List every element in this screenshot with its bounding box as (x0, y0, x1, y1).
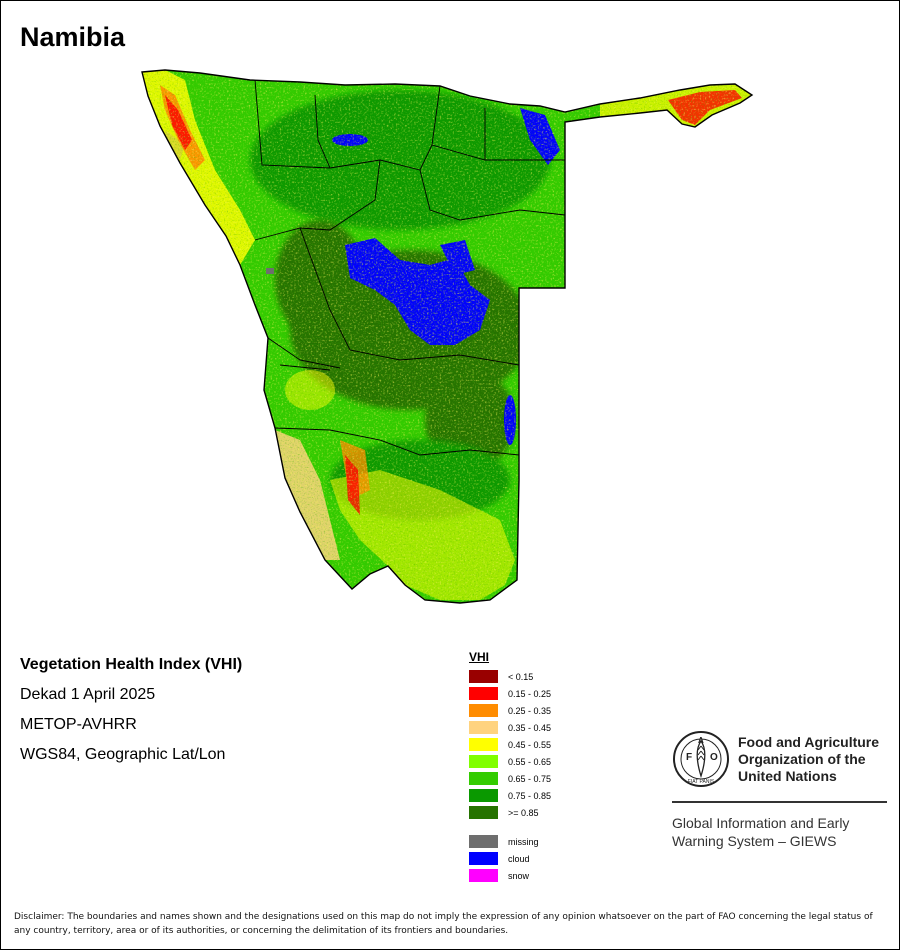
legend-special-label: cloud (508, 853, 530, 864)
map-info: Vegetation Health Index (VHI) Dekad 1 Ap… (20, 656, 242, 776)
legend-class-swatch (469, 738, 498, 751)
sensor: METOP-AVHRR (20, 716, 137, 733)
legend-class-row: 0.25 - 0.35 (469, 702, 551, 719)
legend-special-row: missing (469, 833, 551, 850)
legend-classes: < 0.15 0.15 - 0.25 0.25 - 0.35 0.35 - 0.45 0… (469, 668, 551, 821)
region-boundaries (254, 79, 566, 456)
legend-special-label: snow (508, 870, 530, 881)
legend-class-row: 0.65 - 0.75 (469, 770, 551, 787)
fao-emblem-motto: FIAT PANIS (688, 779, 715, 785)
projection: WGS84, Geographic Lat/Lon (20, 746, 226, 763)
legend-class-row: 0.15 - 0.25 (469, 685, 551, 702)
disclaimer: Disclaimer: The boundaries and names sho… (14, 912, 873, 936)
legend-class-swatch (469, 721, 498, 734)
vhi-legend: VHI < 0.15 0.15 - 0.25 0.25 - 0.35 0.35 - 0… (469, 650, 551, 884)
missing-pixel (266, 268, 274, 274)
legend-class-swatch (469, 704, 498, 717)
legend-class-label: < 0.15 (508, 671, 534, 682)
legend-class-label: 0.35 - 0.45 (508, 722, 552, 733)
legend-class-label: 0.55 - 0.65 (508, 756, 552, 767)
legend-special-label: missing (508, 836, 539, 847)
vhi-speckle-green (142, 70, 752, 603)
legend-special-row: snow (469, 867, 551, 884)
legend-class-label: 0.75 - 0.85 (508, 790, 552, 801)
legend-class-label: >= 0.85 (508, 807, 539, 818)
fao-emblem-letter-f: F (686, 752, 692, 763)
legend-class-row: 0.55 - 0.65 (469, 753, 551, 770)
legend-special-swatch (469, 869, 498, 882)
fao-divider (672, 801, 887, 803)
legend-class-swatch (469, 789, 498, 802)
legend-class-label: 0.25 - 0.35 (508, 705, 552, 716)
legend-special-swatch (469, 835, 498, 848)
giews-name: Global Information and Early Warning Sys… (672, 815, 850, 849)
legend-class-label: 0.15 - 0.25 (508, 688, 552, 699)
legend-class-row: 0.75 - 0.85 (469, 787, 551, 804)
legend-class-row: >= 0.85 (469, 804, 551, 821)
legend-class-swatch (469, 755, 498, 768)
legend-title: VHI (469, 650, 490, 664)
fao-emblem-letter-a: A (698, 736, 704, 745)
fao-emblem-letter-o: O (710, 752, 718, 763)
period: Dekad 1 April 2025 (20, 686, 156, 703)
legend-class-row: < 0.15 (469, 668, 551, 685)
legend-class-row: 0.35 - 0.45 (469, 719, 551, 736)
legend-special-swatch (469, 852, 498, 865)
map-title: Namibia (20, 22, 126, 52)
fao-emblem-icon: F O A FIAT PANIS (673, 731, 729, 787)
legend-class-swatch (469, 806, 498, 819)
fao-name: Food and Agriculture Organization of the… (738, 734, 880, 784)
legend-class-label: 0.45 - 0.55 (508, 739, 552, 750)
namibia-vhi-map (141, 69, 753, 604)
legend-class-swatch (469, 772, 498, 785)
legend-class-swatch (469, 687, 498, 700)
legend-special-row: cloud (469, 850, 551, 867)
legend-special: missing cloud snow (469, 833, 551, 884)
legend-class-swatch (469, 670, 498, 683)
legend-class-label: 0.65 - 0.75 (508, 773, 552, 784)
index-name: Vegetation Health Index (VHI) (20, 656, 243, 673)
legend-class-row: 0.45 - 0.55 (469, 736, 551, 753)
